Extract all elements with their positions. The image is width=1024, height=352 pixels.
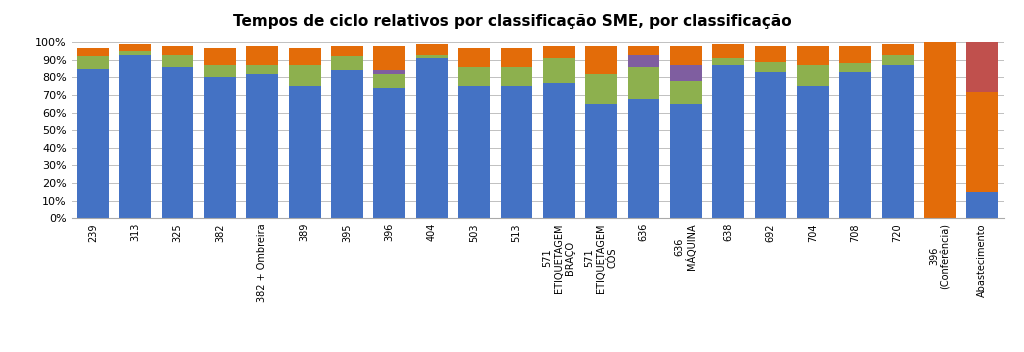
- Bar: [162, 55, 194, 67]
- Bar: [628, 55, 659, 67]
- Bar: [458, 48, 489, 67]
- Bar: [331, 46, 362, 56]
- Bar: [840, 72, 871, 218]
- Bar: [882, 44, 913, 55]
- Bar: [458, 67, 489, 86]
- Bar: [204, 77, 236, 218]
- Bar: [628, 46, 659, 55]
- Bar: [247, 74, 279, 218]
- Bar: [840, 63, 871, 72]
- Bar: [797, 65, 828, 86]
- Bar: [77, 69, 109, 218]
- Bar: [628, 99, 659, 218]
- Bar: [543, 83, 574, 218]
- Bar: [840, 46, 871, 63]
- Bar: [458, 86, 489, 218]
- Bar: [670, 65, 701, 81]
- Bar: [204, 48, 236, 65]
- Bar: [713, 44, 744, 58]
- Bar: [247, 65, 279, 74]
- Bar: [416, 44, 447, 55]
- Bar: [289, 65, 321, 86]
- Bar: [967, 42, 998, 92]
- Bar: [416, 55, 447, 58]
- Bar: [331, 70, 362, 218]
- Bar: [374, 74, 406, 88]
- Bar: [120, 55, 152, 218]
- Bar: [374, 88, 406, 218]
- Bar: [120, 51, 152, 55]
- Bar: [755, 62, 786, 72]
- Bar: [924, 42, 955, 218]
- Bar: [670, 104, 701, 218]
- Text: Tempos de ciclo relativos por classificação SME, por classificação: Tempos de ciclo relativos por classifica…: [232, 14, 792, 29]
- Bar: [374, 46, 406, 70]
- Bar: [374, 70, 406, 74]
- Bar: [586, 46, 617, 74]
- Bar: [713, 65, 744, 218]
- Bar: [501, 86, 532, 218]
- Bar: [501, 67, 532, 86]
- Bar: [289, 86, 321, 218]
- Bar: [501, 48, 532, 67]
- Bar: [797, 46, 828, 65]
- Bar: [543, 58, 574, 83]
- Bar: [586, 74, 617, 104]
- Bar: [755, 72, 786, 218]
- Bar: [162, 46, 194, 55]
- Bar: [543, 46, 574, 58]
- Bar: [713, 58, 744, 65]
- Bar: [120, 44, 152, 51]
- Bar: [797, 86, 828, 218]
- Bar: [586, 104, 617, 218]
- Bar: [882, 55, 913, 65]
- Bar: [670, 46, 701, 65]
- Bar: [670, 81, 701, 104]
- Bar: [882, 65, 913, 218]
- Bar: [967, 92, 998, 192]
- Bar: [247, 46, 279, 65]
- Bar: [967, 192, 998, 218]
- Bar: [77, 56, 109, 69]
- Bar: [416, 58, 447, 218]
- Bar: [204, 65, 236, 77]
- Bar: [77, 48, 109, 56]
- Bar: [755, 46, 786, 62]
- Bar: [331, 56, 362, 70]
- Bar: [162, 67, 194, 218]
- Bar: [289, 48, 321, 65]
- Bar: [628, 67, 659, 99]
